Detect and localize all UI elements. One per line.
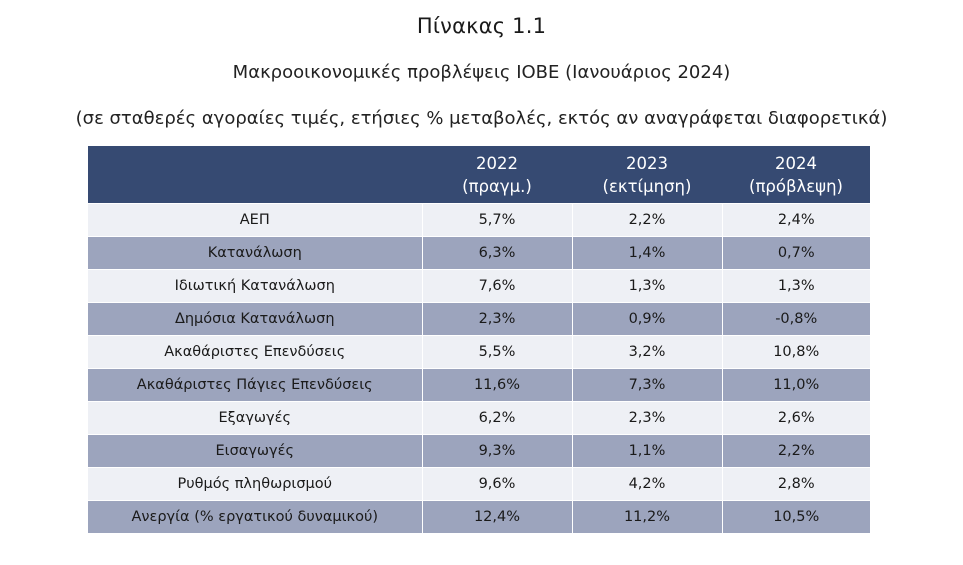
- value-2022: 5,5%: [421, 335, 572, 369]
- table-row: Ρυθμός πληθωρισμού 9,6% 4,2% 2,8%: [88, 467, 870, 501]
- value-2024: 2,4%: [721, 203, 870, 237]
- table-subtitle: Μακροοικονομικές προβλέψεις ΙΟΒΕ (Ιανουά…: [232, 62, 731, 83]
- row-label: Δημόσια Κατανάλωση: [88, 302, 422, 336]
- header-year: 2023: [626, 154, 668, 173]
- value-2024: 10,5%: [721, 500, 870, 533]
- table-row: Κατανάλωση 6,3% 1,4% 0,7%: [88, 236, 870, 270]
- row-label: Ιδιωτική Κατανάλωση: [88, 269, 422, 303]
- value-2023: 2,3%: [571, 401, 722, 435]
- row-label: Κατανάλωση: [88, 236, 422, 270]
- value-2022: 6,2%: [421, 401, 572, 435]
- value-2023: 1,3%: [571, 269, 722, 303]
- table-row: Ανεργία (% εργατικού δυναμικού) 12,4% 11…: [88, 500, 870, 533]
- row-label: Εξαγωγές: [88, 401, 422, 435]
- table-row: Εξαγωγές 6,2% 2,3% 2,6%: [88, 401, 870, 435]
- value-2024: 2,2%: [721, 434, 870, 468]
- header-cell-indicator: [88, 146, 422, 204]
- row-label: ΑΕΠ: [88, 203, 422, 237]
- row-label: Ρυθμός πληθωρισμού: [88, 467, 422, 501]
- header-label: (πρόβλεψη): [749, 177, 843, 196]
- value-2022: 12,4%: [421, 500, 572, 533]
- value-2022: 2,3%: [421, 302, 572, 336]
- table-header: 2022 (πραγμ.) 2023 (εκτίμηση) 2024 (πρόβ…: [88, 146, 870, 204]
- value-2022: 6,3%: [421, 236, 572, 270]
- table-row: Εισαγωγές 9,3% 1,1% 2,2%: [88, 434, 870, 468]
- value-2023: 11,2%: [571, 500, 722, 533]
- value-2023: 2,2%: [571, 203, 722, 237]
- row-label: Ακαθάριστες Πάγιες Επενδύσεις: [88, 368, 422, 402]
- forecast-table: 2022 (πραγμ.) 2023 (εκτίμηση) 2024 (πρόβ…: [88, 146, 870, 533]
- header-cell-2024: 2024 (πρόβλεψη): [722, 146, 870, 204]
- value-2023: 1,1%: [571, 434, 722, 468]
- header-year: 2024: [775, 154, 817, 173]
- value-2022: 11,6%: [421, 368, 572, 402]
- header-cell-2023: 2023 (εκτίμηση): [572, 146, 722, 204]
- value-2024: 2,6%: [721, 401, 870, 435]
- value-2023: 7,3%: [571, 368, 722, 402]
- header-label: (εκτίμηση): [602, 177, 692, 196]
- value-2023: 0,9%: [571, 302, 722, 336]
- table-row: Δημόσια Κατανάλωση 2,3% 0,9% -0,8%: [88, 302, 870, 336]
- header-label: (πραγμ.): [462, 177, 532, 196]
- table-note: (σε σταθερές αγοραίες τιμές, ετήσιες % μ…: [75, 108, 888, 129]
- value-2022: 9,6%: [421, 467, 572, 501]
- value-2023: 1,4%: [571, 236, 722, 270]
- value-2024: 11,0%: [721, 368, 870, 402]
- value-2022: 9,3%: [421, 434, 572, 468]
- header-year: 2022: [476, 154, 518, 173]
- table-row: Ιδιωτική Κατανάλωση 7,6% 1,3% 1,3%: [88, 269, 870, 303]
- value-2022: 7,6%: [421, 269, 572, 303]
- value-2023: 4,2%: [571, 467, 722, 501]
- value-2024: 10,8%: [721, 335, 870, 369]
- header-cell-2022: 2022 (πραγμ.): [422, 146, 572, 204]
- table-body: ΑΕΠ 5,7% 2,2% 2,4% Κατανάλωση 6,3% 1,4% …: [88, 203, 870, 533]
- table-row: Ακαθάριστες Πάγιες Επενδύσεις 11,6% 7,3%…: [88, 368, 870, 402]
- value-2022: 5,7%: [421, 203, 572, 237]
- value-2024: -0,8%: [721, 302, 870, 336]
- row-label: Ανεργία (% εργατικού δυναμικού): [88, 500, 422, 533]
- value-2023: 3,2%: [571, 335, 722, 369]
- row-label: Εισαγωγές: [88, 434, 422, 468]
- value-2024: 2,8%: [721, 467, 870, 501]
- table-title: Πίνακας 1.1: [416, 14, 547, 38]
- table-row: Ακαθάριστες Επενδύσεις 5,5% 3,2% 10,8%: [88, 335, 870, 369]
- row-label: Ακαθάριστες Επενδύσεις: [88, 335, 422, 369]
- table-row: ΑΕΠ 5,7% 2,2% 2,4%: [88, 203, 870, 237]
- value-2024: 0,7%: [721, 236, 870, 270]
- value-2024: 1,3%: [721, 269, 870, 303]
- header-row: 2022 (πραγμ.) 2023 (εκτίμηση) 2024 (πρόβ…: [88, 146, 870, 204]
